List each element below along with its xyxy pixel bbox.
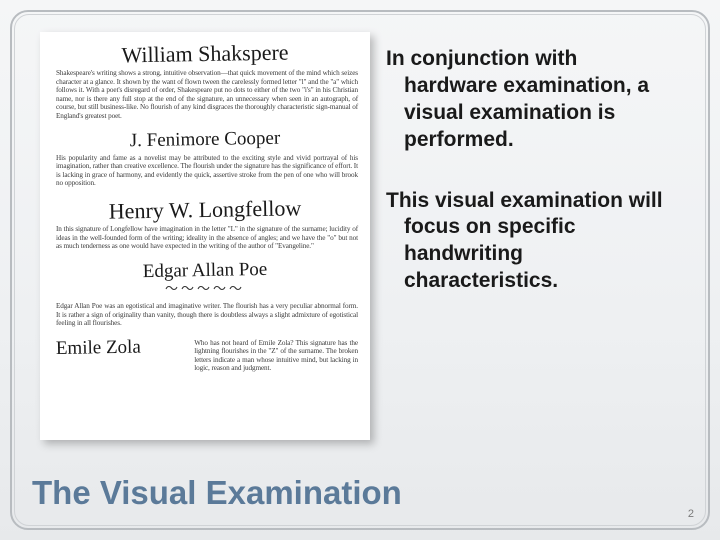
content-row: William Shakspere Shakespeare's writing … — [16, 14, 704, 444]
signature-block: J. Fenimore Cooper His popularity and fa… — [50, 128, 360, 192]
body-text-panel: In conjunction with hardware examination… — [380, 32, 684, 444]
paragraph: In conjunction with hardware examination… — [386, 46, 666, 154]
signature-block: Henry W. Longfellow In this signature of… — [50, 196, 360, 255]
signature-desc: Who has not heard of Emile Zola? This si… — [188, 336, 360, 377]
signature-name: Henry W. Longfellow — [50, 193, 360, 225]
signature-name: Emile Zola — [50, 335, 181, 378]
slide-title: The Visual Examination — [32, 474, 402, 512]
signature-desc: Edgar Allan Poe was an egotistical and i… — [50, 299, 360, 331]
signature-block: William Shakspere Shakespeare's writing … — [50, 40, 360, 124]
signature-name: J. Fenimore Cooper — [50, 125, 360, 153]
slide-container: William Shakspere Shakespeare's writing … — [0, 0, 720, 540]
signature-desc: In this signature of Longfellow have ima… — [50, 222, 360, 254]
signature-name: Edgar Allan Poe — [50, 256, 360, 284]
signature-desc: His popularity and fame as a novelist ma… — [50, 151, 360, 192]
paragraph: This visual examination will focus on sp… — [386, 188, 666, 296]
signature-image-panel: William Shakspere Shakespeare's writing … — [40, 32, 370, 440]
signature-desc: Shakespeare's writing shows a strong, in… — [50, 66, 360, 124]
signature-block: Edgar Allan Poe ～～～～～ Edgar Allan Poe wa… — [50, 259, 360, 332]
page-number: 2 — [688, 508, 694, 520]
signature-block: Emile Zola Who has not heard of Emile Zo… — [50, 336, 360, 377]
signature-name: William Shakspere — [50, 37, 360, 69]
